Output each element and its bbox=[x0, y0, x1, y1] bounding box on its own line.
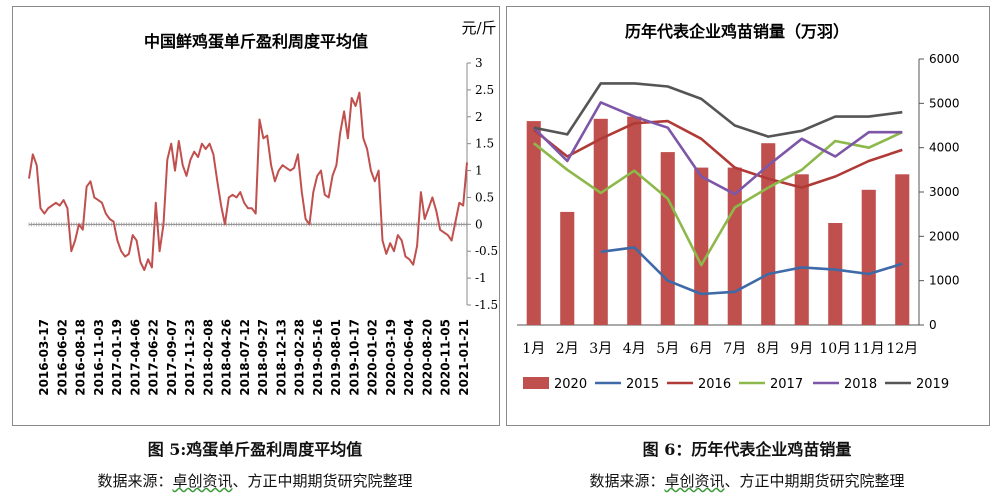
y-tick-label: 3000 bbox=[929, 185, 960, 199]
bar-2020 bbox=[660, 152, 675, 325]
x-category-label: 7月 bbox=[723, 341, 746, 357]
legend-label-2016: 2016 bbox=[698, 377, 731, 392]
unit-label: 元/斤 bbox=[461, 19, 496, 37]
y-tick-label: 0.5 bbox=[475, 190, 494, 204]
bar-2020 bbox=[560, 211, 575, 325]
x-tick-label: 2016-08-18 bbox=[74, 319, 88, 396]
right-source-line: 数据来源：卓创资讯、方正中期期货研究院整理 bbox=[506, 470, 988, 491]
y-tick-label: 1000 bbox=[929, 274, 960, 288]
x-tick-label: 2021-01-21 bbox=[457, 319, 471, 396]
bar-2020 bbox=[727, 167, 742, 325]
profit-chart: 中国鲜鸡蛋单斤盈利周度平均值 元/斤 3 2.5 2 1.5 1 0.5 0 -0.5 -1 -1.5… bbox=[28, 19, 498, 396]
profit-chart-panel: 中国鲜鸡蛋单斤盈利周度平均值 元/斤 3 2.5 2 1.5 1 0.5 0 -0.5 -1 -1.5… bbox=[12, 6, 500, 426]
left-figure-caption: 图 5:鸡蛋单斤盈利周度平均值 bbox=[147, 440, 363, 459]
x-category-label: 5月 bbox=[656, 341, 679, 357]
x-category-label: 4月 bbox=[623, 341, 646, 357]
series-line-2018 bbox=[532, 101, 903, 196]
x-tick-label: 2019-02-28 bbox=[293, 319, 307, 396]
x-tick-label: 2017-09-07 bbox=[165, 319, 179, 396]
source-prefix: 数据来源： bbox=[589, 472, 665, 490]
source-prefix: 数据来源： bbox=[97, 472, 173, 490]
x-category-label: 2月 bbox=[556, 341, 579, 357]
y-tick-label: 4000 bbox=[929, 141, 960, 155]
x-tick-label: 2016-06-02 bbox=[55, 319, 69, 396]
profit-series-line bbox=[28, 91, 468, 271]
y-tick-label: 2 bbox=[475, 110, 483, 124]
x-tick-label: 2019-10-17 bbox=[347, 319, 361, 396]
source-suffix: 、方正中期期货研究院整理 bbox=[724, 472, 905, 490]
series-line-2015 bbox=[600, 246, 903, 296]
x-category-label: 8月 bbox=[757, 341, 780, 357]
legend-label-2017: 2017 bbox=[770, 377, 803, 392]
x-tick-label: 2020-06-04 bbox=[402, 319, 416, 396]
x-tick-label: 2016-11-03 bbox=[92, 319, 106, 396]
x-tick-label: 2016-03-17 bbox=[37, 319, 51, 396]
bar-2020 bbox=[526, 121, 541, 325]
y-tick-label: 0 bbox=[475, 217, 483, 231]
chart-title: 中国鲜鸡蛋单斤盈利周度平均值 bbox=[144, 32, 368, 51]
source-main: 卓创资讯 bbox=[664, 472, 725, 490]
x-tick-label: 2018-02-08 bbox=[201, 319, 215, 396]
x-tick-label: 2017-04-06 bbox=[128, 319, 142, 396]
y-tick-label: -1.5 bbox=[475, 298, 498, 312]
left-source-line: 数据来源：卓创资讯、方正中期期货研究院整理 bbox=[12, 470, 498, 491]
x-category-label: 9月 bbox=[790, 341, 813, 357]
source-main: 卓创资讯 bbox=[172, 472, 233, 490]
legend-label-2019: 2019 bbox=[916, 377, 949, 392]
legend-label-2020: 2020 bbox=[554, 377, 587, 392]
series-line-2017 bbox=[532, 131, 903, 267]
bar-2020 bbox=[694, 167, 709, 325]
y-tick-label: 0 bbox=[929, 318, 937, 332]
y-tick-label: 5000 bbox=[929, 96, 960, 110]
x-tick-label: 2017-11-23 bbox=[183, 319, 197, 396]
y-tick-label: -0.5 bbox=[475, 244, 498, 258]
source-suffix: 、方正中期期货研究院整理 bbox=[232, 472, 413, 490]
x-category-label: 6月 bbox=[690, 341, 713, 357]
x-tick-label: 2020-11-05 bbox=[439, 319, 453, 396]
x-category-label: 10月 bbox=[819, 341, 851, 357]
x-tick-label: 2017-01-19 bbox=[110, 319, 124, 396]
bar-2020 bbox=[794, 174, 809, 325]
bar-2020 bbox=[895, 174, 910, 325]
x-tick-label: 2018-12-13 bbox=[274, 319, 288, 396]
chick-sales-chart-panel: 历年代表企业鸡苗销量（万羽） 6000 5000 4000 3000 2000 1000 0 1… bbox=[506, 6, 990, 426]
x-tick-label: 2020-08-20 bbox=[420, 319, 434, 396]
y-tick-label: 6000 bbox=[929, 52, 960, 66]
series-line-2019 bbox=[533, 82, 903, 138]
y-tick-label: 3 bbox=[475, 56, 483, 70]
y-tick-label: 1.5 bbox=[475, 137, 494, 151]
x-category-label: 1月 bbox=[522, 341, 545, 357]
x-category-label: 3月 bbox=[589, 341, 612, 357]
x-category-label: 12月 bbox=[886, 341, 918, 357]
right-figure-caption: 图 6：历年代表企业鸡苗销量 bbox=[642, 440, 852, 459]
y-tick-label: -1 bbox=[475, 271, 487, 285]
x-tick-label: 2018-04-26 bbox=[220, 319, 234, 396]
legend-swatch-2020 bbox=[523, 377, 549, 389]
series-line-2016 bbox=[532, 119, 903, 189]
chick-sales-chart: 历年代表企业鸡苗销量（万羽）60005000400030002000100001… bbox=[517, 22, 960, 392]
x-tick-label: 2019-08-01 bbox=[329, 319, 343, 396]
y-tick-label: 2.5 bbox=[475, 83, 494, 97]
x-tick-label: 2017-06-22 bbox=[147, 319, 161, 396]
bar-2020 bbox=[861, 189, 876, 325]
bar-2020 bbox=[627, 116, 642, 325]
y-tick-label: 2000 bbox=[929, 229, 960, 243]
x-tick-label: 2020-01-02 bbox=[366, 319, 380, 396]
x-tick-label: 2018-07-12 bbox=[238, 319, 252, 396]
x-tick-label: 2018-09-27 bbox=[256, 319, 270, 396]
x-tick-label: 2020-03-19 bbox=[384, 319, 398, 396]
legend-label-2015: 2015 bbox=[626, 377, 659, 392]
legend-label-2018: 2018 bbox=[844, 377, 877, 392]
bar-2020 bbox=[828, 223, 843, 325]
x-tick-label: 2019-05-16 bbox=[311, 319, 325, 396]
bar-2020 bbox=[593, 118, 608, 325]
x-category-label: 11月 bbox=[853, 341, 885, 357]
chart-title: 历年代表企业鸡苗销量（万羽） bbox=[625, 22, 849, 41]
y-tick-label: 1 bbox=[475, 164, 483, 178]
